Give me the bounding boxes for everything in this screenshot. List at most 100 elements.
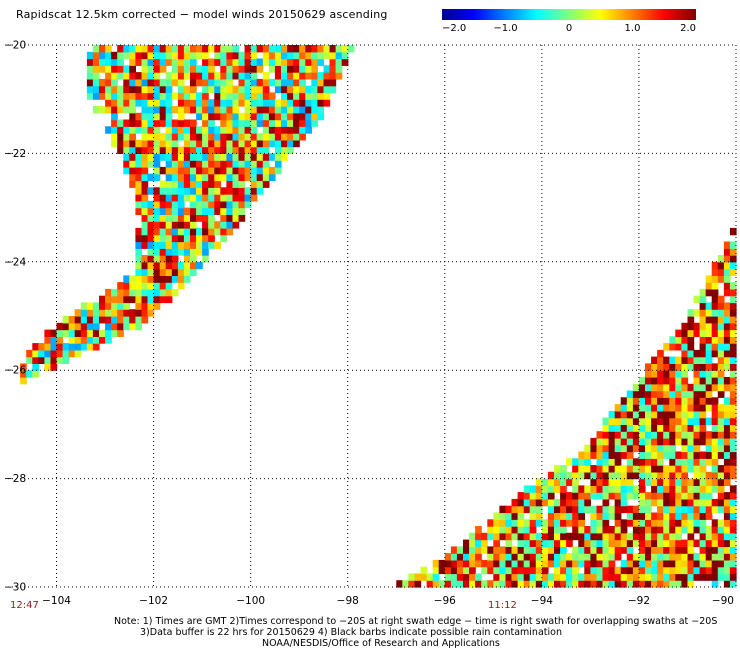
heatmap-cell (638, 498, 646, 507)
heatmap-cell (105, 316, 112, 324)
heatmap-cell (560, 478, 567, 486)
heatmap-cell (92, 329, 100, 337)
heatmap-cell (135, 187, 143, 195)
heatmap-cell (214, 126, 221, 134)
heatmap-cell (147, 139, 155, 148)
heatmap-cell (117, 92, 124, 100)
heatmap-cell (268, 65, 276, 73)
heatmap-cell (699, 363, 707, 371)
heatmap-cell (693, 444, 701, 453)
heatmap-cell (681, 377, 689, 385)
heatmap-cell (153, 200, 161, 209)
heatmap-cell (632, 526, 640, 534)
heatmap-cell (705, 282, 713, 290)
heatmap-cell (305, 99, 312, 107)
heatmap-cell (171, 92, 179, 100)
heatmap-cell (99, 65, 106, 73)
heatmap-cell (293, 92, 300, 100)
heatmap-cell (729, 512, 737, 520)
heatmap-cell (626, 573, 634, 581)
heatmap-cell (190, 173, 197, 182)
heatmap-cell (638, 377, 646, 385)
heatmap-cell (729, 417, 737, 425)
x-tick-label: −96 (434, 595, 456, 607)
heatmap-cell (196, 248, 203, 256)
heatmap-cell (523, 526, 531, 534)
heatmap-cell (608, 580, 616, 588)
heatmap-cell (202, 187, 209, 195)
heatmap-cell (171, 166, 179, 175)
heatmap-cell (632, 417, 640, 425)
heatmap-cell (584, 526, 591, 534)
heatmap-cell (638, 526, 646, 534)
heatmap-cell (560, 471, 567, 480)
heatmap-cell (511, 559, 519, 568)
heatmap-cell (475, 546, 482, 554)
heatmap-cell (566, 566, 573, 575)
heatmap-cell (584, 553, 591, 561)
heatmap-cell (614, 546, 622, 554)
heatmap-cell (250, 85, 258, 94)
heatmap-cell (584, 458, 591, 466)
heatmap-cell (645, 444, 652, 453)
heatmap-cell (214, 153, 221, 161)
heatmap-cell (105, 72, 112, 80)
heatmap-cell (705, 363, 713, 371)
heatmap-cell (687, 349, 695, 358)
heatmap-cell (723, 498, 731, 507)
heatmap-cell (657, 471, 664, 480)
heatmap-cell (232, 153, 240, 161)
heatmap-cell (675, 492, 682, 500)
heatmap-cell (262, 45, 270, 53)
heatmap-cell (669, 573, 676, 581)
heatmap-cell (657, 424, 664, 432)
heatmap-cell (153, 282, 161, 290)
heatmap-cell (608, 505, 616, 514)
heatmap-cell (596, 505, 604, 514)
heatmap-cell (208, 187, 215, 195)
heatmap-cell (196, 153, 203, 161)
heatmap-cell (214, 146, 221, 154)
heatmap-cell (123, 153, 130, 161)
heatmap-cell (183, 153, 191, 161)
heatmap-cell (711, 288, 719, 297)
heatmap-cell (281, 58, 288, 66)
heatmap-cell (147, 227, 155, 236)
heatmap-cell (262, 119, 270, 127)
heatmap-cell (560, 505, 567, 514)
heatmap-cell (208, 85, 215, 94)
heatmap-cell (481, 532, 488, 541)
heatmap-cell (675, 512, 682, 520)
heatmap-cell (638, 478, 646, 486)
heatmap-cell (135, 45, 143, 53)
heatmap-cell (80, 316, 88, 324)
heatmap-cell (159, 248, 167, 256)
heatmap-cell (596, 492, 604, 500)
heatmap-cell (250, 112, 258, 121)
heatmap-cell (651, 566, 658, 575)
heatmap-cell (729, 390, 737, 398)
heatmap-cell (547, 580, 555, 588)
heatmap-cell (281, 51, 288, 60)
heatmap-cell (493, 526, 500, 534)
heatmap-cell (554, 519, 561, 527)
heatmap-cell (699, 288, 707, 297)
heatmap-cell (675, 519, 682, 527)
heatmap-cell (657, 498, 664, 507)
heatmap-cell (153, 45, 161, 53)
heatmap-cell (165, 207, 173, 215)
heatmap-cell (226, 72, 234, 80)
heatmap-cell (645, 383, 652, 392)
heatmap-cell (487, 553, 494, 561)
heatmap-cell (329, 51, 337, 60)
heatmap-cell (669, 539, 676, 547)
heatmap-cell (165, 295, 173, 304)
heatmap-cell (699, 458, 707, 466)
heatmap-cell (159, 65, 167, 73)
heatmap-cell (511, 526, 519, 534)
heatmap-cell (208, 166, 215, 175)
heatmap-cell (165, 288, 173, 297)
heatmap-cell (481, 566, 488, 575)
heatmap-cell (645, 478, 652, 486)
heatmap-cell (117, 329, 124, 337)
